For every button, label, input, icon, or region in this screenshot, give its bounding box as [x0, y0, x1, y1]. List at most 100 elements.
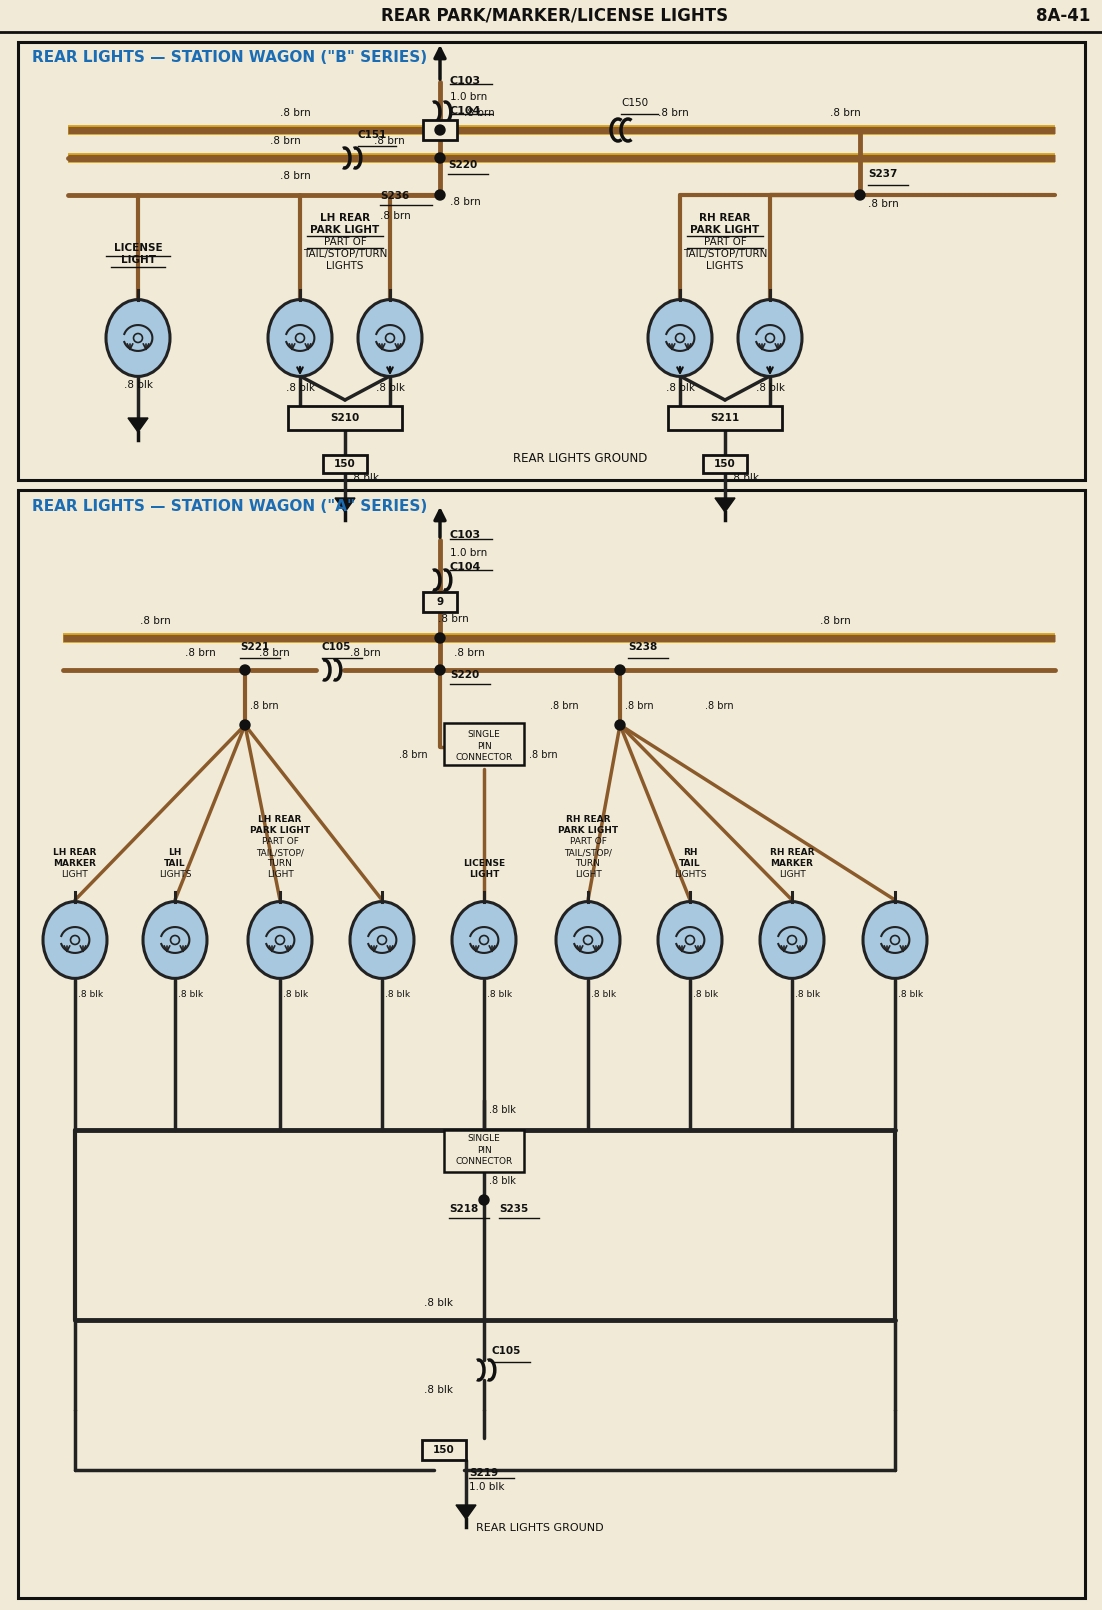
Text: REAR PARK/MARKER/LICENSE LIGHTS: REAR PARK/MARKER/LICENSE LIGHTS	[381, 6, 728, 26]
Text: TAIL/STOP/TURN: TAIL/STOP/TURN	[683, 250, 767, 259]
Ellipse shape	[143, 902, 207, 979]
Text: 150: 150	[714, 459, 736, 469]
Text: .8 brn: .8 brn	[250, 700, 279, 712]
Text: S236: S236	[380, 192, 409, 201]
Text: TURN: TURN	[575, 860, 601, 868]
Text: TAIL/STOP/TURN: TAIL/STOP/TURN	[303, 250, 387, 259]
Text: .8 brn: .8 brn	[280, 171, 311, 180]
Text: MARKER: MARKER	[770, 860, 813, 868]
Text: .8 blk: .8 blk	[424, 1298, 453, 1307]
Text: .8 brn: .8 brn	[259, 647, 290, 658]
Ellipse shape	[248, 902, 312, 979]
Text: SINGLE
PIN
CONNECTOR: SINGLE PIN CONNECTOR	[455, 731, 512, 762]
Text: .8 blk: .8 blk	[385, 990, 410, 998]
Polygon shape	[715, 497, 735, 512]
Text: S219: S219	[469, 1468, 498, 1478]
Bar	[703, 456, 747, 473]
Text: .8 blk: .8 blk	[756, 383, 785, 393]
Text: LIGHT: LIGHT	[120, 254, 155, 266]
Ellipse shape	[106, 299, 170, 377]
Circle shape	[615, 665, 625, 675]
Text: PART OF: PART OF	[324, 237, 366, 246]
Text: REAR LIGHTS GROUND: REAR LIGHTS GROUND	[476, 1523, 604, 1533]
Text: .8 blk: .8 blk	[795, 990, 820, 998]
Bar	[444, 1130, 523, 1172]
Text: .8 blk: .8 blk	[123, 380, 152, 390]
Text: .8 brn: .8 brn	[450, 196, 480, 208]
Text: TAIL: TAIL	[679, 860, 701, 868]
Text: TAIL/STOP/: TAIL/STOP/	[256, 848, 304, 857]
Text: LIGHT: LIGHT	[267, 869, 293, 879]
Text: PART OF: PART OF	[703, 237, 746, 246]
Text: .8 brn: .8 brn	[830, 108, 861, 118]
Text: TURN: TURN	[268, 860, 292, 868]
Text: .8 blk: .8 blk	[179, 990, 203, 998]
Circle shape	[435, 153, 445, 163]
Text: RH REAR: RH REAR	[770, 848, 814, 857]
Text: LIGHTS: LIGHTS	[673, 869, 706, 879]
Text: LIGHT: LIGHT	[62, 869, 88, 879]
Polygon shape	[128, 419, 148, 431]
Text: 150: 150	[433, 1446, 455, 1455]
Text: S237: S237	[868, 169, 897, 179]
Text: S238: S238	[628, 642, 657, 652]
Text: C105: C105	[322, 642, 352, 652]
Text: LIGHTS: LIGHTS	[706, 261, 744, 270]
Text: .8 blk: .8 blk	[350, 473, 379, 483]
Text: LIGHTS: LIGHTS	[326, 261, 364, 270]
Circle shape	[240, 720, 250, 729]
Bar	[323, 456, 367, 473]
Circle shape	[435, 665, 445, 675]
Ellipse shape	[452, 902, 516, 979]
Text: C104: C104	[450, 106, 482, 116]
Text: SINGLE
PIN
CONNECTOR: SINGLE PIN CONNECTOR	[455, 1135, 512, 1166]
Text: .8 brn: .8 brn	[820, 617, 851, 626]
Text: PART OF: PART OF	[261, 837, 299, 845]
Text: .8 brn: .8 brn	[529, 750, 558, 760]
Text: 8A-41: 8A-41	[1036, 6, 1090, 26]
Text: LH REAR: LH REAR	[258, 815, 302, 824]
Ellipse shape	[350, 902, 414, 979]
Text: .8 brn: .8 brn	[705, 700, 734, 712]
Text: S220: S220	[450, 670, 479, 679]
Text: C151: C151	[358, 130, 388, 140]
Text: PARK LIGHT: PARK LIGHT	[311, 225, 379, 235]
Ellipse shape	[760, 902, 824, 979]
Text: .8 blk: .8 blk	[489, 1175, 516, 1187]
Circle shape	[615, 720, 625, 729]
Text: .8 blk: .8 blk	[487, 990, 512, 998]
Text: S220: S220	[449, 159, 477, 171]
Text: .8 blk: .8 blk	[424, 1385, 453, 1394]
Text: .8 brn: .8 brn	[625, 700, 653, 712]
Circle shape	[435, 633, 445, 642]
Text: .8 brn: .8 brn	[350, 647, 381, 658]
Text: .8 brn: .8 brn	[270, 135, 301, 147]
Text: PART OF: PART OF	[570, 837, 606, 845]
Text: .8 brn: .8 brn	[464, 108, 495, 118]
Polygon shape	[456, 1505, 476, 1518]
Text: .8 brn: .8 brn	[454, 647, 485, 658]
Text: 150: 150	[334, 459, 356, 469]
Text: LIGHT: LIGHT	[779, 869, 806, 879]
Text: LICENSE: LICENSE	[463, 860, 505, 868]
Text: .8 brn: .8 brn	[550, 700, 579, 712]
Text: S221: S221	[240, 642, 269, 652]
Circle shape	[479, 1195, 489, 1204]
Ellipse shape	[658, 902, 722, 979]
Text: S211: S211	[711, 414, 739, 423]
Text: RH REAR: RH REAR	[565, 815, 611, 824]
Text: .8 brn: .8 brn	[868, 200, 899, 209]
Text: .8 blk: .8 blk	[898, 990, 923, 998]
Text: .8 blk: .8 blk	[283, 990, 309, 998]
Bar	[444, 723, 523, 765]
Text: .8 brn: .8 brn	[185, 647, 216, 658]
Text: LIGHT: LIGHT	[574, 869, 602, 879]
Polygon shape	[335, 497, 355, 512]
Bar	[288, 406, 402, 430]
Text: TAIL/STOP/: TAIL/STOP/	[564, 848, 612, 857]
Ellipse shape	[557, 902, 620, 979]
Text: 9: 9	[436, 126, 444, 135]
Text: REAR LIGHTS — STATION WAGON ("B" SERIES): REAR LIGHTS — STATION WAGON ("B" SERIES)	[32, 50, 428, 66]
Ellipse shape	[43, 902, 107, 979]
Text: 1.0 blk: 1.0 blk	[469, 1481, 505, 1492]
